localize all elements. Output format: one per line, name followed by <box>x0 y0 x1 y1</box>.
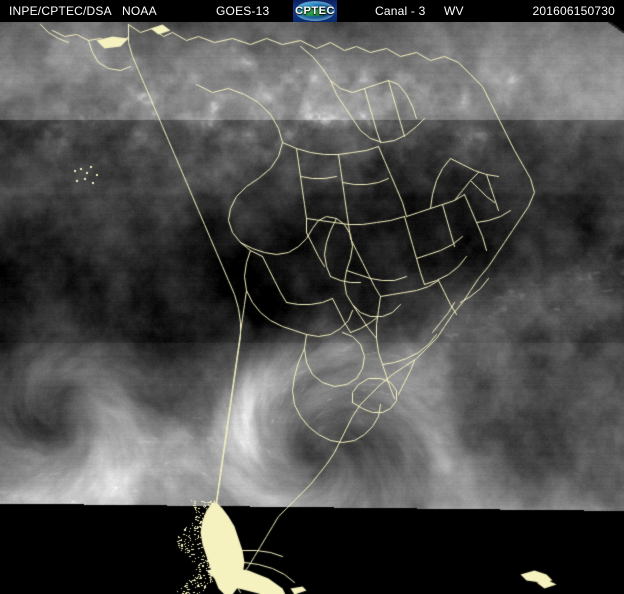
channel-label: Canal - 3 <box>375 4 426 18</box>
satellite-label: GOES-13 <box>216 4 270 18</box>
cptec-logo-text: CPTEC <box>295 5 335 17</box>
cptec-logo: CPTEC <box>293 0 337 22</box>
water-vapor-imagery <box>0 22 624 594</box>
satellite-image-area <box>0 22 624 594</box>
image-header-bar: INPE/CPTEC/DSA NOAA GOES-13 CPTEC Canal … <box>0 0 624 22</box>
globe-ring <box>295 1 335 21</box>
product-label: WV <box>444 4 464 18</box>
timestamp-label: 201606150730 <box>532 4 615 18</box>
source-label: INPE/CPTEC/DSA <box>9 4 112 18</box>
agency-label: NOAA <box>122 4 157 18</box>
